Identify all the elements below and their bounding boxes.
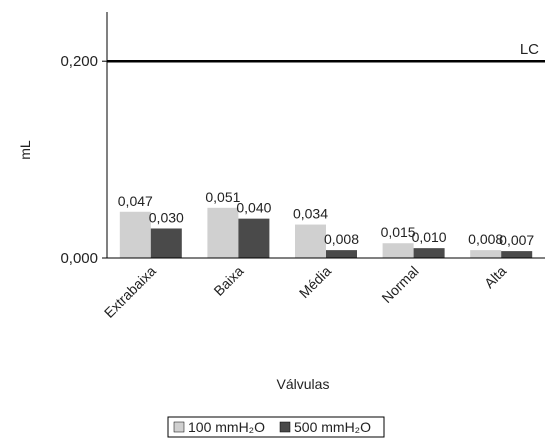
x-tick-label: Média xyxy=(296,263,334,301)
data-label: 0,008 xyxy=(324,231,359,247)
bar xyxy=(207,207,239,258)
data-label: 0,051 xyxy=(205,189,240,205)
legend-swatch xyxy=(173,421,185,433)
bar xyxy=(382,243,414,258)
bar xyxy=(150,228,182,258)
bar xyxy=(295,224,326,258)
data-label: 0,015 xyxy=(381,224,416,240)
bar xyxy=(326,250,357,258)
data-label: 0,010 xyxy=(412,229,447,245)
y-tick-label: 0,000 xyxy=(60,250,98,267)
x-tick-label: Alta xyxy=(481,263,510,292)
bar xyxy=(413,248,445,258)
bar xyxy=(501,251,533,258)
x-tick-label: Baixa xyxy=(210,263,246,299)
legend-label: 100 mmH₂O xyxy=(188,419,265,435)
data-label: 0,047 xyxy=(118,193,153,209)
y-axis-label: mL xyxy=(17,140,33,160)
x-tick-label: Extrabaixa xyxy=(101,263,159,321)
reference-label: LC xyxy=(520,41,539,58)
legend-swatch xyxy=(279,421,291,433)
bar xyxy=(238,218,270,258)
data-label: 0,030 xyxy=(149,209,184,225)
bar xyxy=(119,211,151,258)
bar xyxy=(470,250,502,258)
x-tick-label: Normal xyxy=(378,263,421,306)
data-label: 0,040 xyxy=(236,200,271,216)
legend-box xyxy=(167,416,385,438)
data-label: 0,007 xyxy=(499,232,534,248)
data-label: 0,008 xyxy=(468,231,503,247)
legend-label: 500 mmH₂O xyxy=(294,419,371,435)
x-axis-label: Válvulas xyxy=(277,376,330,392)
y-tick-label: 0,200 xyxy=(60,53,98,70)
data-label: 0,034 xyxy=(293,206,328,222)
